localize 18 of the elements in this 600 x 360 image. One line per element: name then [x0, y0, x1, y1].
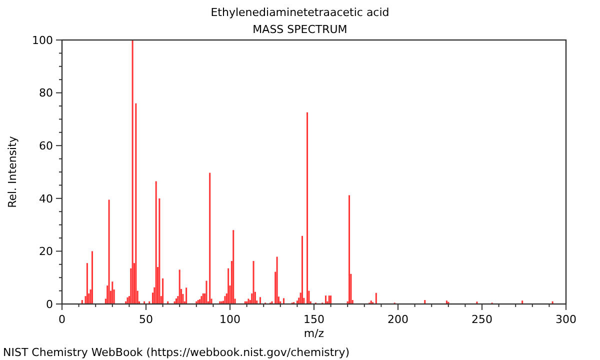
x-tick-label: 300	[556, 313, 576, 326]
y-tick-label: 40	[39, 192, 53, 206]
x-tick-label: 100	[220, 313, 240, 326]
x-axis-title: m/z	[304, 327, 324, 340]
y-tick-label: 60	[39, 139, 53, 152]
x-tick-label: 150	[304, 313, 324, 326]
x-tick-label: 50	[139, 313, 153, 326]
chart-title: Ethylenediaminetetraacetic acid	[210, 6, 390, 19]
text: NIST Chemistry WebBook (https://webbook.nist.gov/chemistry)	[3, 346, 350, 359]
y-tick-label: 80	[39, 86, 53, 100]
y-axis-title: Rel. Intensity	[6, 136, 19, 208]
x-tick-label: 250	[472, 313, 492, 326]
x-tick-label: 0	[58, 313, 66, 326]
y-tick-label: 0	[46, 298, 53, 311]
y-tick-label: 20	[39, 245, 53, 258]
chart-subtitle: MASS SPECTRUM	[252, 23, 348, 36]
y-tick-label: 100	[32, 34, 53, 47]
x-tick-label: 200	[388, 313, 408, 326]
